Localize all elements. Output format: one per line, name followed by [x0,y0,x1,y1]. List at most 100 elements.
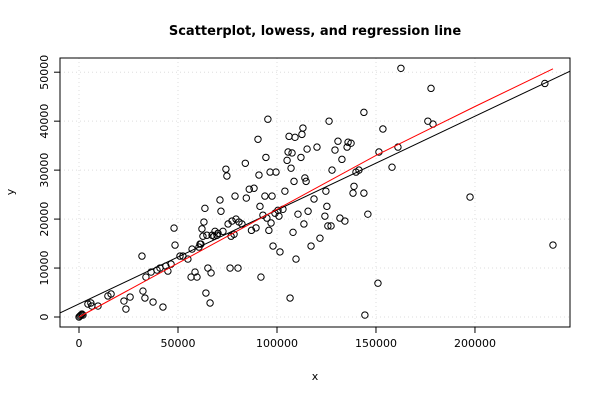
point [374,279,382,287]
point [222,165,230,173]
point [269,242,277,250]
point [94,302,102,310]
point [275,212,283,220]
point [316,234,324,242]
y-tick-label: 30000 [38,153,51,188]
point [294,210,302,218]
point [267,219,275,227]
point [254,135,262,143]
lowess-line [78,68,554,318]
point [262,153,270,162]
point [141,294,149,302]
x-tick-label: 150000 [355,337,397,350]
point [291,133,299,142]
point [379,125,387,133]
y-tick-label: 40000 [38,104,51,139]
point [200,218,208,226]
point [120,297,128,305]
y-axis-label: y [4,188,17,195]
point [256,202,264,211]
point [364,210,372,218]
point [334,137,342,145]
point [397,64,405,72]
point [284,148,292,156]
point [107,290,115,298]
point [347,139,355,147]
point [226,264,234,272]
point [203,231,211,239]
point [126,293,134,301]
point [328,166,336,174]
point [193,273,201,281]
x-tick-label: 100000 [256,337,298,350]
point [313,143,321,151]
point [164,267,172,275]
point [304,207,312,215]
point [139,287,147,295]
point [76,312,84,320]
point [301,174,309,182]
point [298,130,306,139]
point [286,294,294,302]
point [322,187,330,195]
point [327,222,335,230]
point [257,273,265,281]
point [288,149,296,157]
point [149,298,157,306]
point [303,145,311,153]
point [549,241,557,249]
point [159,303,167,311]
point [388,163,396,171]
point [264,115,272,123]
point [272,168,280,176]
point [466,193,474,201]
point [242,194,251,202]
point [79,311,87,319]
point [360,189,368,197]
point [252,224,260,232]
y-tick-label: 50000 [38,55,51,90]
point [341,217,349,225]
point [214,229,222,237]
point [219,227,227,236]
x-tick-label: 0 [76,337,83,350]
point [287,164,295,172]
point [323,202,331,211]
point [228,217,236,225]
point [250,184,258,192]
point [176,252,184,260]
point [138,252,146,260]
point [344,138,352,146]
x-tick-label: 200000 [454,337,496,350]
point [198,225,206,233]
point [331,146,339,154]
point [299,124,307,132]
point [541,79,549,88]
point [245,185,253,193]
point [217,207,225,215]
point [361,311,369,319]
point [122,305,130,313]
point [191,268,199,276]
point [223,172,231,180]
point [241,159,250,167]
point [202,289,210,297]
point [324,222,332,230]
point [343,143,351,151]
point [234,264,242,272]
point [297,153,305,162]
point [199,232,207,240]
point [283,156,291,165]
point [255,171,263,179]
point [307,242,315,250]
point [360,108,368,117]
point [216,196,224,204]
plot-frame [59,57,571,328]
y-tick-label: 10000 [38,251,51,286]
point [265,226,273,235]
point [302,177,310,186]
point [247,226,256,235]
point [170,224,178,232]
point [289,228,297,237]
